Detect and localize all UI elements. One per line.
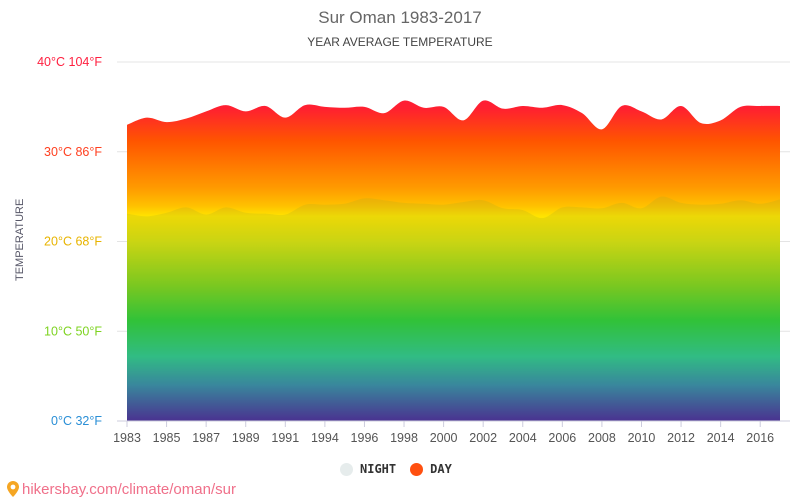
temperature-chart: 0°C 32°F 10°C 50°F 20°C 68°F 30°C 86°F 40°C … xyxy=(37,55,790,445)
y-tick-label: 30°C 86°F xyxy=(44,145,102,159)
night-area xyxy=(127,196,780,421)
legend-item-night[interactable]: NIGHT xyxy=(340,462,396,476)
x-tick-label: 1983 xyxy=(113,431,141,445)
x-tick-label: 2010 xyxy=(628,431,656,445)
legend-label-day: DAY xyxy=(430,462,452,476)
chart-subtitle: YEAR AVERAGE TEMPERATURE xyxy=(307,35,493,49)
x-tick-label: 2016 xyxy=(746,431,774,445)
legend: NIGHT DAY xyxy=(340,462,452,476)
legend-item-day[interactable]: DAY xyxy=(410,462,452,476)
y-tick-label: 20°C 68°F xyxy=(44,235,102,249)
day-swatch xyxy=(410,462,424,476)
x-tick-label: 2004 xyxy=(509,431,537,445)
legend-label-night: NIGHT xyxy=(360,462,397,476)
x-tick-label: 1991 xyxy=(271,431,299,445)
night-swatch xyxy=(340,462,353,476)
x-tick-label: 1994 xyxy=(311,431,339,445)
x-tick-label: 1987 xyxy=(192,431,220,445)
x-tick-label: 1996 xyxy=(351,431,379,445)
source-text: hikersbay.com/climate/oman/sur xyxy=(22,480,236,498)
x-tick-label: 2006 xyxy=(548,431,576,445)
day-area xyxy=(127,100,780,422)
x-tick-label: 2014 xyxy=(707,431,735,445)
x-tick-label: 1998 xyxy=(390,431,418,445)
x-tick-label: 2000 xyxy=(430,431,458,445)
x-tick-label: 2012 xyxy=(667,431,695,445)
x-tick-label: 2002 xyxy=(469,431,497,445)
y-tick-label: 0°C 32°F xyxy=(51,414,102,428)
y-tick-label: 10°C 50°F xyxy=(44,324,102,338)
map-pin-icon xyxy=(7,481,19,497)
source-link[interactable]: hikersbay.com/climate/oman/sur xyxy=(6,480,236,498)
y-tick-label: 40°C 104°F xyxy=(37,55,102,69)
x-tick-label: 1985 xyxy=(153,431,181,445)
chart-title: Sur Oman 1983-2017 xyxy=(318,8,482,27)
x-tick-label: 1989 xyxy=(232,431,260,445)
x-tick-label: 2008 xyxy=(588,431,616,445)
